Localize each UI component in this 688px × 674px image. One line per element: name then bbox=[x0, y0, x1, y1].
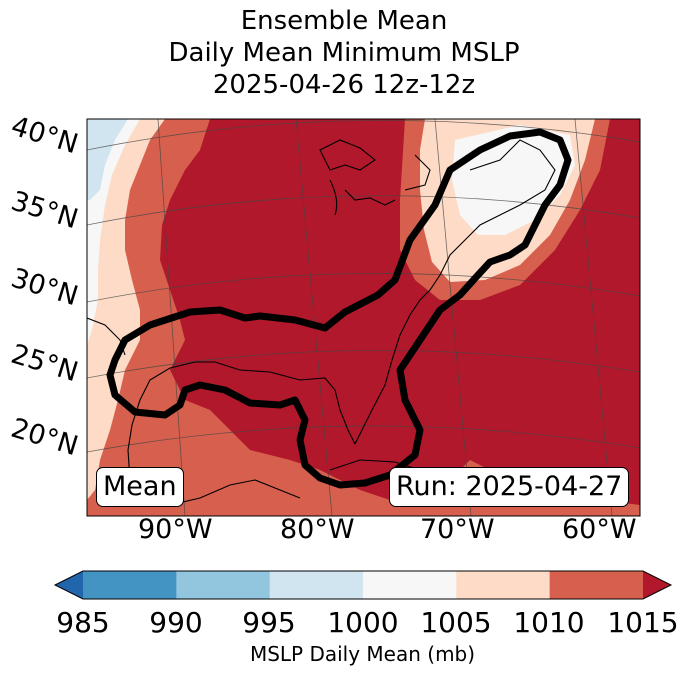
lon-label: 70°W bbox=[420, 514, 495, 545]
colorbar-segment bbox=[83, 571, 177, 599]
colorbar-outline bbox=[53, 570, 673, 600]
mean-label-box: Mean bbox=[96, 467, 184, 507]
colorbar-segment bbox=[456, 571, 551, 599]
colorbar-tick: 1010 bbox=[513, 606, 585, 639]
ensemble-contour bbox=[106, 128, 572, 489]
colorbar-segment bbox=[363, 571, 457, 599]
colorbar-tick: 1015 bbox=[607, 606, 679, 639]
colorbar-tick: 995 bbox=[242, 606, 296, 639]
colorbar-segment bbox=[549, 571, 644, 599]
field-995-1000 bbox=[87, 119, 128, 200]
colorbar-segment bbox=[269, 571, 364, 599]
colorbar-tick: 990 bbox=[149, 606, 203, 639]
title-line-1: Ensemble Mean bbox=[240, 6, 448, 36]
lon-label: 90°W bbox=[138, 514, 213, 545]
lon-label: 80°W bbox=[280, 514, 355, 545]
field-1005-1010-west bbox=[87, 119, 165, 500]
title-line-3: 2025-04-26 12z-12z bbox=[212, 70, 476, 100]
run-date-box: Run: 2025-04-27 bbox=[389, 467, 630, 507]
colorbar-extend-high bbox=[643, 571, 671, 599]
title-line-2: Daily Mean Minimum MSLP bbox=[168, 38, 520, 68]
colorbar-tick: 1000 bbox=[327, 606, 399, 639]
colorbar-tick: 1005 bbox=[420, 606, 492, 639]
colorbar-tick: 985 bbox=[56, 606, 110, 639]
colorbar-segments bbox=[55, 571, 671, 599]
colorbar-label: MSLP Daily Mean (mb) bbox=[249, 642, 476, 666]
colorbar-segment bbox=[176, 571, 271, 599]
map-frame bbox=[86, 118, 641, 517]
colorbar-extend-low bbox=[55, 571, 83, 599]
lon-label: 60°W bbox=[562, 514, 637, 545]
